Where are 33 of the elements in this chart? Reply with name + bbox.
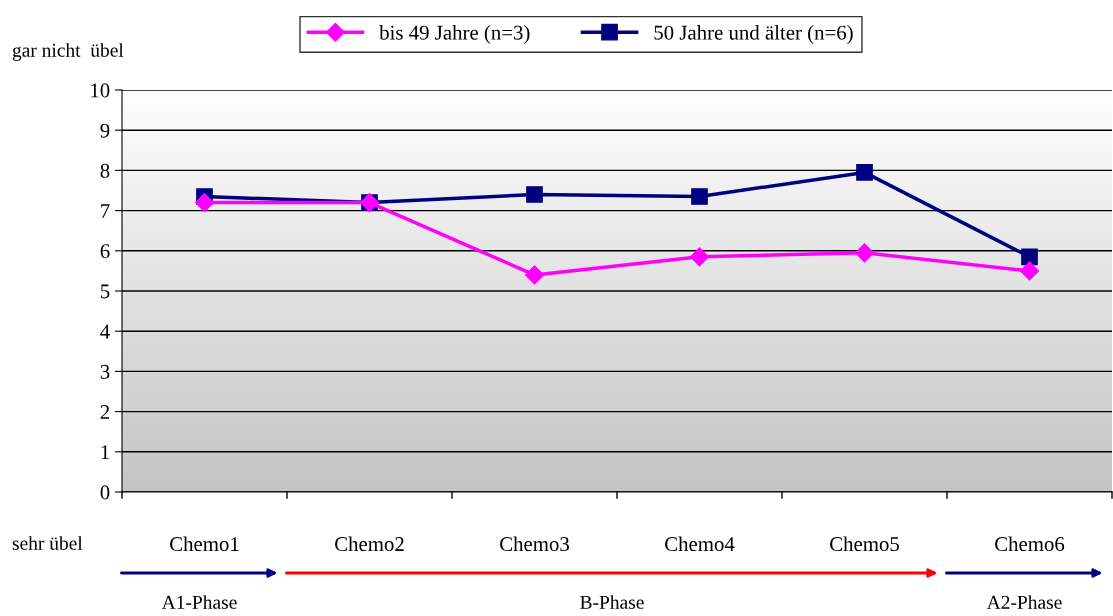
text: A1-Phase bbox=[161, 595, 237, 609]
y-tick-label: 0 bbox=[100, 485, 110, 500]
point bbox=[691, 188, 708, 205]
y-tick-label: 1 bbox=[101, 445, 109, 460]
text: gar nicht übel bbox=[12, 43, 124, 61]
y-tick-label: 5 bbox=[100, 284, 110, 299]
y-tick-label: 3 bbox=[100, 364, 110, 379]
y-tick-label: 7 bbox=[101, 204, 110, 218]
legend-label: bis 49 Jahre (n=3) bbox=[379, 25, 530, 44]
y-tick-label: 6 bbox=[100, 244, 110, 259]
y-tick-label: 4 bbox=[100, 324, 110, 339]
point bbox=[194, 193, 215, 213]
y-tick-label: 9 bbox=[100, 123, 110, 138]
point bbox=[856, 164, 873, 181]
x-tick-label: Chemo3 bbox=[500, 536, 569, 552]
y-tick-label: 2 bbox=[100, 405, 110, 419]
x-tick-label: Chemo1 bbox=[170, 536, 239, 552]
legend-label: 50 Jahre und älter (n=6) bbox=[654, 25, 853, 44]
text: sehr übel bbox=[12, 536, 83, 550]
text: B-Phase bbox=[580, 595, 644, 609]
point bbox=[854, 243, 875, 263]
point bbox=[1021, 248, 1038, 266]
point bbox=[524, 265, 545, 285]
x-tick-label: Chemo4 bbox=[665, 536, 735, 552]
y-tick-label: 8 bbox=[100, 163, 110, 178]
y-tick-label: 10 bbox=[91, 83, 110, 98]
x-tick-label: Chemo5 bbox=[830, 536, 899, 552]
point bbox=[689, 247, 710, 267]
x-tick-label: Chemo2 bbox=[335, 536, 404, 552]
text: A2-Phase bbox=[986, 595, 1062, 609]
point bbox=[1019, 261, 1040, 281]
point bbox=[526, 186, 543, 203]
x-tick-label: Chemo6 bbox=[995, 536, 1065, 552]
